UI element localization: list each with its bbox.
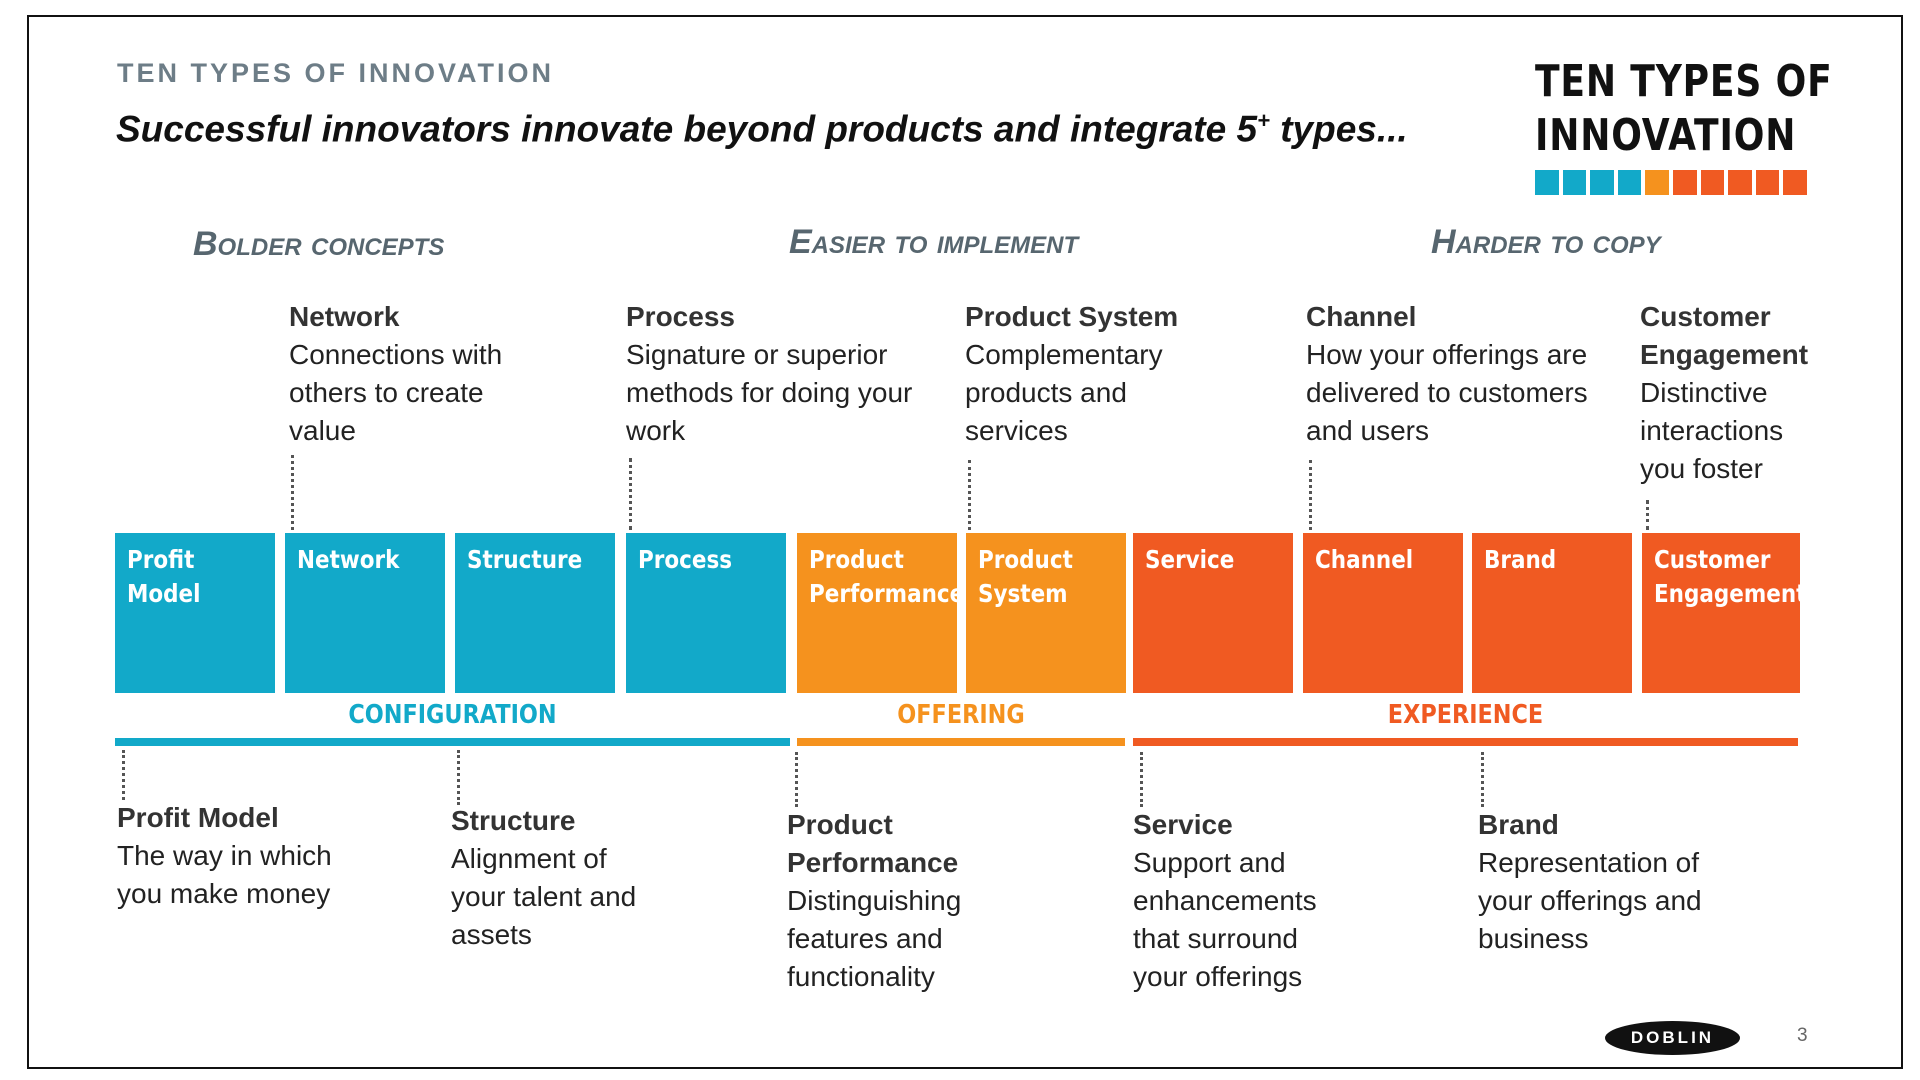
type-box-structure: Structure	[455, 533, 615, 693]
type-box-label: Brand	[1484, 545, 1557, 574]
type-box-product-system: Product System	[966, 533, 1126, 693]
desc-channel: Channel How your offerings are delivered…	[1306, 298, 1596, 450]
category-experience-bar	[1133, 738, 1798, 746]
type-box-label: Profit Model	[127, 545, 201, 608]
logo-color-bar	[1535, 170, 1807, 195]
desc-network-text: Connections with others to create value	[289, 339, 503, 446]
category-configuration-label: CONFIGURATION	[348, 700, 557, 730]
desc-customer-engagement-title: Customer Engagement	[1640, 301, 1809, 370]
type-box-network: Network	[285, 533, 445, 693]
connector-channel	[1309, 460, 1312, 530]
desc-service-title: Service	[1133, 809, 1233, 840]
category-experience-label: EXPERIENCE	[1387, 700, 1544, 730]
type-box-label: Process	[638, 545, 733, 574]
type-box-label: Product System	[978, 545, 1073, 608]
desc-structure-text: Alignment of your talent and assets	[451, 843, 637, 950]
logo-bar-segment	[1672, 170, 1697, 195]
type-box-profit-model: Profit Model	[115, 533, 275, 693]
desc-customer-engagement-text: Distinctive interactions you foster	[1640, 377, 1784, 484]
connector-structure	[457, 750, 460, 805]
category-offering-bar	[797, 738, 1125, 746]
desc-channel-text: How your offerings are delivered to cust…	[1306, 339, 1588, 446]
logo-bar-segment	[1728, 170, 1752, 195]
connector-service	[1140, 752, 1143, 807]
desc-brand-text: Representation of your offerings and bus…	[1478, 847, 1702, 954]
category-offering-label: OFFERING	[897, 700, 1025, 730]
desc-profit-model: Profit Model The way in which you make m…	[117, 799, 377, 913]
desc-product-performance-title: Product Performance	[787, 809, 959, 878]
desc-profit-model-text: The way in which you make money	[117, 840, 332, 909]
logo-bar-segment	[1535, 170, 1559, 195]
type-box-channel: Channel	[1303, 533, 1463, 693]
logo-bar-segment	[1755, 170, 1780, 195]
type-box-process: Process	[626, 533, 786, 693]
type-box-customer-engagement: Customer Engagement	[1642, 533, 1807, 693]
doblin-logo: DOBLIN	[1605, 1021, 1740, 1055]
desc-channel-title: Channel	[1306, 301, 1417, 332]
desc-product-system-text: Complementary products and services	[965, 339, 1163, 446]
headline-tail: types...	[1269, 108, 1408, 150]
logo-line-2: INNOVATION	[1535, 110, 1797, 161]
type-box-label: Service	[1145, 545, 1235, 574]
logo-bar-segment	[1590, 170, 1614, 195]
desc-brand: Brand Representation of your offerings a…	[1478, 806, 1708, 958]
connector-customer-engagement	[1646, 500, 1649, 530]
logo-bar-segment	[1783, 170, 1807, 195]
logo-bar-segment	[1562, 170, 1587, 195]
slide-frame	[27, 15, 1903, 1069]
type-box-product-performance: Product Performance	[797, 533, 965, 693]
connector-product-system	[968, 460, 971, 530]
headline-superscript: +	[1257, 108, 1270, 133]
connector-network	[291, 455, 294, 530]
ten-types-logo: TEN TYPES OF INNOVATION	[1535, 55, 1833, 163]
desc-brand-title: Brand	[1478, 809, 1559, 840]
desc-service-text: Support and enhancements that surround y…	[1133, 847, 1317, 992]
desc-product-system: Product System Complementary products an…	[965, 298, 1215, 450]
type-box-label: Customer Engagement	[1654, 545, 1807, 608]
desc-network-title: Network	[289, 301, 400, 332]
desc-product-system-title: Product System	[965, 301, 1179, 332]
desc-service: Service Support and enhancements that su…	[1133, 806, 1343, 996]
type-box-label: Network	[297, 545, 400, 574]
headline-text: Successful innovators innovate beyond pr…	[116, 108, 1258, 150]
desc-product-performance: Product Performance Distinguishing featu…	[787, 806, 997, 996]
desc-product-performance-text: Distinguishing features and functionalit…	[787, 885, 962, 992]
type-box-label: Product Performance	[809, 545, 965, 608]
logo-line-1: TEN TYPES OF	[1535, 56, 1833, 107]
connector-product-performance	[795, 752, 798, 807]
slide-kicker: TEN TYPES OF INNOVATION	[117, 58, 555, 88]
desc-process: Process Signature or superior methods fo…	[626, 298, 926, 450]
type-box-label: Structure	[467, 545, 583, 574]
type-box-label: Channel	[1315, 545, 1414, 574]
connector-process	[629, 458, 632, 530]
page-number: 3	[1797, 1025, 1808, 1046]
desc-process-text: Signature or superior methods for doing …	[626, 339, 913, 446]
logo-bar-segment	[1617, 170, 1642, 195]
logo-bar-segment	[1645, 170, 1669, 195]
theme-bolder-concepts: Bolder concepts	[193, 225, 445, 263]
desc-network: Network Connections with others to creat…	[289, 298, 529, 450]
connector-brand	[1481, 752, 1484, 807]
category-configuration-bar	[115, 738, 790, 746]
connector-profit-model	[122, 750, 125, 800]
logo-bar-segment	[1700, 170, 1725, 195]
desc-customer-engagement: Customer Engagement Distinctive interact…	[1640, 298, 1820, 488]
desc-structure: Structure Alignment of your talent and a…	[451, 802, 661, 954]
type-box-brand: Brand	[1472, 533, 1632, 693]
theme-easier-to-implement: Easier to implement	[789, 223, 1079, 261]
theme-harder-to-copy: Harder to copy	[1431, 223, 1661, 261]
desc-profit-model-title: Profit Model	[117, 802, 279, 833]
desc-process-title: Process	[626, 301, 735, 332]
desc-structure-title: Structure	[451, 805, 576, 836]
type-box-service: Service	[1133, 533, 1293, 693]
slide-headline: Successful innovators innovate beyond pr…	[116, 108, 1408, 150]
